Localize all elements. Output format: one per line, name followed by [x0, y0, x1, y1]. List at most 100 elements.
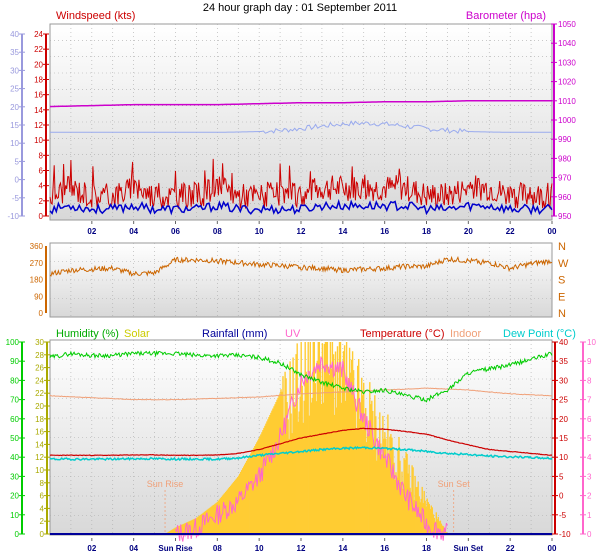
dir-tick-label: 270 — [30, 259, 44, 268]
temp-axis-tick-label: -10 — [559, 530, 571, 539]
humidity-axis-tick-label: 40 — [10, 453, 19, 462]
indoor-line — [49, 387, 552, 401]
top-x-label: 20 — [464, 227, 473, 236]
barometer-line — [49, 100, 552, 108]
top-x-label: 08 — [213, 227, 222, 236]
rain-axis-tick-label: 18 — [35, 415, 44, 424]
bottom-x-label: 02 — [87, 544, 96, 553]
outer-axis-tick-label: -5 — [12, 194, 20, 203]
bottom-series: Sun Rise Sun Set — [49, 342, 553, 542]
graph-title: 24 hour graph day : 01 September 2011 — [203, 2, 397, 14]
outer-axis-tick-label: 20 — [10, 103, 19, 112]
rain-axis-tick-label: 20 — [35, 402, 44, 411]
wind-axis-tick-label: 20 — [34, 60, 43, 69]
temp-axis-tick-label: 15 — [559, 434, 568, 443]
top-x-axis: 02 04 06 08 10 12 14 16 18 20 22 00 — [87, 221, 557, 236]
baro-axis-tick-label: 970 — [558, 174, 572, 183]
bottom-x-label: 00 — [548, 544, 557, 553]
outer-axis-tick-label: 15 — [10, 121, 19, 130]
direction-panel-grid — [50, 243, 552, 317]
temp-axis-tick-label: 20 — [559, 415, 568, 424]
uv-axis-tick-label: 1 — [587, 511, 592, 520]
temp-axis-tick-label: 0 — [559, 492, 564, 501]
dewpoint-line — [49, 445, 553, 462]
wind-axis-tick-label: 14 — [34, 106, 43, 115]
humidity-axis-tick-label: 80 — [10, 376, 19, 385]
top-x-label: 00 — [548, 227, 557, 236]
bottom-x-label: 16 — [380, 544, 389, 553]
humidity-line — [49, 350, 553, 403]
compass-label: E — [558, 291, 565, 303]
bottom-x-label: Sun Rise — [158, 544, 193, 553]
direction-series — [49, 255, 553, 277]
wind-axis-tick-label: 0 — [39, 212, 44, 221]
wind-axis-tick-label: 16 — [34, 91, 43, 100]
top-x-label: 10 — [255, 227, 264, 236]
outer-axis-tick-label: 30 — [10, 66, 19, 75]
outer-axis-tick-label: 0 — [15, 176, 20, 185]
sunset-label: Sun Set — [438, 479, 471, 489]
baro-axis-tick-label: 1050 — [558, 20, 576, 29]
outer-axis-tick-label: 40 — [10, 30, 19, 39]
rain-axis-tick-label: 2 — [40, 517, 45, 526]
temp-axis-tick-label: 30 — [559, 376, 568, 385]
bottom-x-label: Sun Set — [453, 544, 483, 553]
rain-axis-tick-label: 12 — [35, 453, 44, 462]
rain-axis-tick-label: 26 — [35, 364, 44, 373]
top-x-label: 22 — [506, 227, 515, 236]
uv-axis-tick-label: 6 — [587, 415, 592, 424]
wind-axis-tick-label: 22 — [34, 45, 43, 54]
wind-axis-tick-label: 12 — [34, 121, 43, 130]
top-x-label: 18 — [422, 227, 431, 236]
rain-axis-tick-label: 6 — [40, 492, 45, 501]
indoor-label: Indoor — [450, 328, 482, 340]
dir-tick-label: 180 — [30, 276, 44, 285]
uv-label: UV — [285, 328, 301, 340]
temp-axis-tick-label: 40 — [559, 338, 568, 347]
humidity-axis-tick-label: 20 — [10, 492, 19, 501]
bottom-x-label: 14 — [338, 544, 347, 553]
wind-axis-tick-label: 24 — [34, 30, 43, 39]
uv-axis-tick-label: 8 — [587, 376, 592, 385]
baro-axis-tick-label: 1000 — [558, 116, 576, 125]
outer-axis-tick-label: 25 — [10, 85, 19, 94]
top-x-label: 14 — [338, 227, 347, 236]
uv-axis-tick-label: 0 — [587, 530, 592, 539]
compass-label: W — [558, 258, 569, 270]
bottom-x-label: 10 — [255, 544, 264, 553]
baro-axis-tick-label: 1010 — [558, 97, 576, 106]
uv-axis-tick-label: 5 — [587, 434, 592, 443]
top-series — [49, 100, 553, 216]
wind-axis-tick-label: 18 — [34, 76, 43, 85]
rainfall-label: Rainfall (mm) — [202, 328, 267, 340]
uv-axis-tick-label: 3 — [587, 472, 592, 481]
temperature-label: Temperature (°C) — [360, 328, 444, 340]
outer-axis-tick-label: 10 — [10, 139, 19, 148]
solar-label: Solar — [124, 328, 150, 340]
baro-axis-tick-label: 990 — [558, 135, 572, 144]
outer-axis-tick-label: 5 — [15, 157, 20, 166]
dir-tick-label: 90 — [34, 292, 43, 301]
wind-axis-tick-label: 4 — [39, 182, 44, 191]
humidity-axis-tick-label: 0 — [15, 530, 20, 539]
wind-axis-tick-label: 8 — [39, 151, 44, 160]
top-x-label: 16 — [380, 227, 389, 236]
rain-axis-tick-label: 14 — [35, 440, 44, 449]
rain-axis-tick-label: 28 — [35, 351, 44, 360]
bottom-x-label: 22 — [506, 544, 515, 553]
baro-axis-tick-label: 960 — [558, 193, 572, 202]
outer-axis-tick-label: 35 — [10, 48, 19, 57]
outer-left-axis: 40 35 30 25 20 15 10 5 0 -5 -10 — [7, 30, 25, 221]
uv-axis-tick-label: 10 — [587, 338, 596, 347]
outer-temp-line — [50, 120, 552, 134]
rain-axis-tick-label: 30 — [35, 338, 44, 347]
bottom-x-label: 08 — [213, 544, 222, 553]
dewpoint-label: Dew Point (°C) — [503, 328, 576, 340]
barometer-label: Barometer (hpa) — [466, 10, 546, 22]
rain-axis-tick-label: 16 — [35, 428, 44, 437]
uv-axis-tick-label: 7 — [587, 396, 592, 405]
temp-axis-tick-label: 5 — [559, 472, 564, 481]
wind-direction-line — [49, 255, 553, 277]
